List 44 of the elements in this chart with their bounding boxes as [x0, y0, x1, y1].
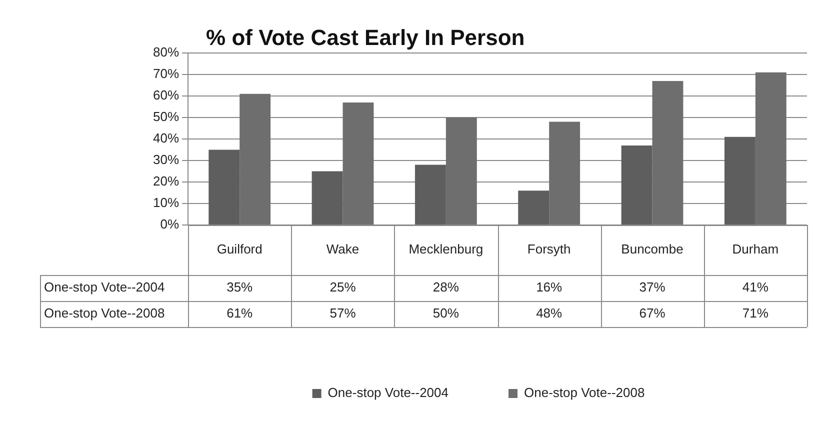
y-tick-label: 0%: [160, 216, 180, 232]
bar: [446, 118, 477, 224]
y-tick-label: 40%: [152, 130, 180, 146]
data-label: 71%: [742, 306, 769, 321]
bar: [240, 94, 271, 224]
bar: [549, 122, 580, 224]
chart-title: % of Vote Cast Early In Person: [206, 25, 525, 50]
data-label: 50%: [432, 306, 460, 321]
legend-label: One-stop Vote--2004: [328, 385, 449, 400]
y-tick-label: 10%: [152, 195, 180, 210]
x-tick-label: Forsyth: [527, 241, 571, 256]
bar: [208, 150, 240, 224]
y-tick-label: 60%: [152, 88, 180, 103]
bar: [312, 171, 343, 224]
data-label: 28%: [432, 280, 460, 295]
text: One-stop Vote--2008: [44, 306, 165, 321]
data-label: 48%: [536, 306, 563, 321]
bar: [414, 164, 446, 224]
bar: [652, 80, 684, 224]
legend-label: One-stop Vote--2008: [524, 385, 645, 400]
bar: [621, 145, 652, 224]
bar: [724, 136, 756, 224]
data-label: 37%: [639, 280, 666, 295]
y-tick-label: 20%: [152, 174, 180, 189]
x-tick-label: Buncombe: [621, 241, 684, 256]
bar: [342, 102, 374, 224]
x-tick-label: Wake: [326, 241, 360, 256]
text: One-stop Vote--2004: [44, 280, 165, 295]
data-label: 57%: [330, 306, 356, 321]
data-label: 35%: [226, 280, 254, 295]
data-label: 16%: [536, 280, 563, 295]
x-tick-label: Mecklenburg: [408, 241, 484, 256]
data-label: 67%: [639, 306, 666, 321]
y-tick-label: 70%: [152, 66, 180, 82]
y-tick-label: 30%: [152, 152, 180, 168]
x-tick-label: Guilford: [216, 241, 262, 256]
data-label: 41%: [742, 280, 769, 295]
data-label: 61%: [226, 306, 254, 321]
bar: [518, 190, 550, 224]
x-tick-label: Durham: [732, 241, 779, 256]
bar: [755, 72, 786, 224]
data-label: 25%: [330, 280, 356, 295]
y-tick-label: 80%: [152, 44, 180, 60]
y-tick-label: 50%: [152, 109, 180, 124]
